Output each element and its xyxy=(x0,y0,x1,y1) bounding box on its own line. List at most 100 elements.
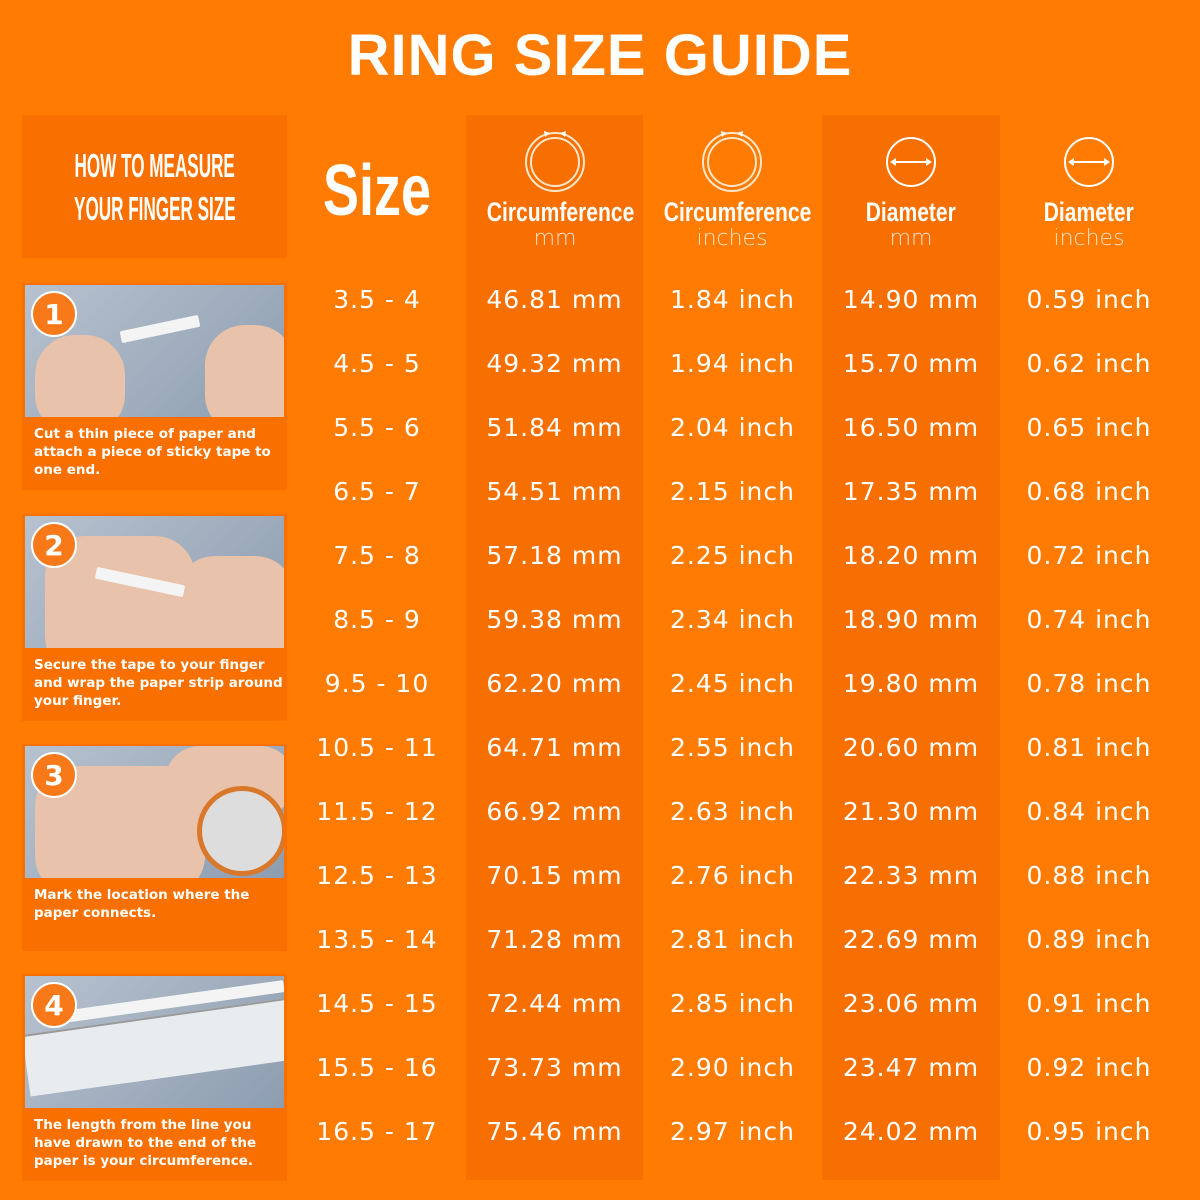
measurement-cell: 23.47 mm xyxy=(842,1053,980,1082)
ring-circumference-icon xyxy=(525,131,585,192)
measurement-cell: 14.90 mm xyxy=(842,285,980,314)
measurement-cell: 2.76 inch xyxy=(670,861,795,890)
column-band xyxy=(466,115,643,1180)
measurement-cell: 2.97 inch xyxy=(670,1117,795,1146)
measurement-cell: 21.30 mm xyxy=(842,797,980,826)
measurement-cell: 2.34 inch xyxy=(670,605,795,634)
ring-circumference-icon xyxy=(702,131,762,192)
measurement-cell: 57.18 mm xyxy=(486,541,623,570)
measurement-cell: 71.28 mm xyxy=(486,925,623,954)
heading-line: HOW TO MEASURE xyxy=(74,146,235,184)
step-number-badge: 2 xyxy=(31,522,77,568)
how-to-measure-heading: HOW TO MEASURE YOUR FINGER SIZE xyxy=(22,115,287,258)
measurement-cell: 0.68 inch xyxy=(1026,477,1152,506)
size-cell: 10.5 - 11 xyxy=(316,733,438,762)
step-instruction: Cut a thin piece of paper and attach a p… xyxy=(34,426,271,478)
measurement-cell: 0.72 inch xyxy=(1026,541,1152,570)
measurement-cell: 64.71 mm xyxy=(486,733,623,762)
step-photo: 2 xyxy=(25,516,284,648)
measurement-cell: 16.50 mm xyxy=(842,413,980,442)
column-band xyxy=(822,115,1000,1180)
measurement-cell: 2.15 inch xyxy=(670,477,795,506)
size-cell: 8.5 - 9 xyxy=(333,605,421,634)
page-title: RING SIZE GUIDE xyxy=(347,23,853,88)
measurement-cell: 73.73 mm xyxy=(486,1053,623,1082)
step-photo: 3 xyxy=(25,746,284,878)
measurement-cell: 0.59 inch xyxy=(1026,285,1152,314)
step-4: 4 The length from the line you have drawn… xyxy=(22,974,287,1181)
measurement-cell: 2.90 inch xyxy=(670,1053,795,1082)
measurement-cell: 1.94 inch xyxy=(670,349,795,378)
step-2: 2 Secure the tape to your finger and wrap… xyxy=(22,514,287,721)
size-cell: 9.5 - 10 xyxy=(324,669,430,698)
measurement-cell: 2.04 inch xyxy=(670,413,795,442)
measurement-cell: 70.15 mm xyxy=(486,861,623,890)
measurement-cell: 2.81 inch xyxy=(670,925,795,954)
measurement-cell: 0.74 inch xyxy=(1026,605,1152,634)
measurement-cell: 0.89 inch xyxy=(1026,925,1152,954)
measurement-cell: 2.85 inch xyxy=(670,989,795,1018)
measurement-cell: 46.81 mm xyxy=(486,285,623,314)
column-header: Diameter mm xyxy=(822,125,1000,251)
column-label: Circumference xyxy=(486,197,635,227)
column-header: Circumference mm xyxy=(466,125,644,251)
measurement-cell: 62.20 mm xyxy=(486,669,623,698)
column-header: Diameter inches xyxy=(1000,125,1178,251)
measurement-cell: 0.78 inch xyxy=(1026,669,1152,698)
column-label: Diameter xyxy=(865,197,957,227)
step-3: 3 Mark the location where the paper conne… xyxy=(22,744,287,951)
measurement-cell: 17.35 mm xyxy=(842,477,980,506)
step-photo: 4 xyxy=(25,976,284,1108)
size-cell: 13.5 - 14 xyxy=(316,925,438,954)
size-cell: 3.5 - 4 xyxy=(333,285,421,314)
size-cell: 12.5 - 13 xyxy=(316,861,438,890)
measurement-cell: 19.80 mm xyxy=(842,669,980,698)
measurement-cell: 20.60 mm xyxy=(842,733,980,762)
heading-line: YOUR FINGER SIZE xyxy=(73,189,236,227)
measurement-cell: 24.02 mm xyxy=(842,1117,980,1146)
measurement-cell: 22.69 mm xyxy=(842,925,980,954)
size-cell: 15.5 - 16 xyxy=(316,1053,438,1082)
step-instruction: Secure the tape to your finger and wrap … xyxy=(34,657,283,709)
size-cell: 6.5 - 7 xyxy=(333,477,421,506)
measurement-cell: 0.88 inch xyxy=(1026,861,1152,890)
measurement-cell: 2.45 inch xyxy=(670,669,795,698)
size-cell: 11.5 - 12 xyxy=(316,797,438,826)
measurement-cell: 23.06 mm xyxy=(842,989,980,1018)
step-instruction: Mark the location where the paper connec… xyxy=(34,887,250,921)
measurement-cell: 18.90 mm xyxy=(842,605,980,634)
step-number-badge: 1 xyxy=(31,291,77,337)
measurement-cell: 49.32 mm xyxy=(486,349,623,378)
size-cell: 14.5 - 15 xyxy=(316,989,438,1018)
column-header: Circumference inches xyxy=(643,125,821,251)
size-cell: 7.5 - 8 xyxy=(333,541,421,570)
column-unit: inches xyxy=(696,226,768,251)
measurement-cell: 1.84 inch xyxy=(670,285,795,314)
measurement-cell: 0.95 inch xyxy=(1026,1117,1152,1146)
size-cell: 16.5 - 17 xyxy=(316,1117,438,1146)
measurement-cell: 54.51 mm xyxy=(486,477,623,506)
measurement-cell: 22.33 mm xyxy=(842,861,980,890)
step-number-badge: 4 xyxy=(31,982,77,1028)
measurement-cell: 66.92 mm xyxy=(486,797,623,826)
size-cell: 5.5 - 6 xyxy=(333,413,421,442)
measurement-cell: 2.63 inch xyxy=(670,797,795,826)
measurement-cell: 15.70 mm xyxy=(842,349,980,378)
column-unit: mm xyxy=(533,226,577,251)
measurement-cell: 59.38 mm xyxy=(486,605,623,634)
column-unit: inches xyxy=(1053,226,1125,251)
measurement-cell: 75.46 mm xyxy=(486,1117,623,1146)
step-photo: 1 xyxy=(25,285,284,417)
measurement-cell: 0.81 inch xyxy=(1026,733,1152,762)
diameter-icon xyxy=(1064,137,1114,187)
column-label: Circumference xyxy=(663,197,812,227)
column-unit: mm xyxy=(889,226,933,251)
step-1: 1 Cut a thin piece of paper and attach a … xyxy=(22,283,287,490)
diameter-icon xyxy=(886,137,936,187)
measurement-cell: 0.65 inch xyxy=(1026,413,1152,442)
step-instruction: The length from the line you have drawn … xyxy=(34,1117,257,1169)
size-cell: 4.5 - 5 xyxy=(333,349,421,378)
measurement-cell: 2.25 inch xyxy=(670,541,795,570)
measurement-cell: 0.62 inch xyxy=(1026,349,1152,378)
measurement-cell: 0.84 inch xyxy=(1026,797,1152,826)
